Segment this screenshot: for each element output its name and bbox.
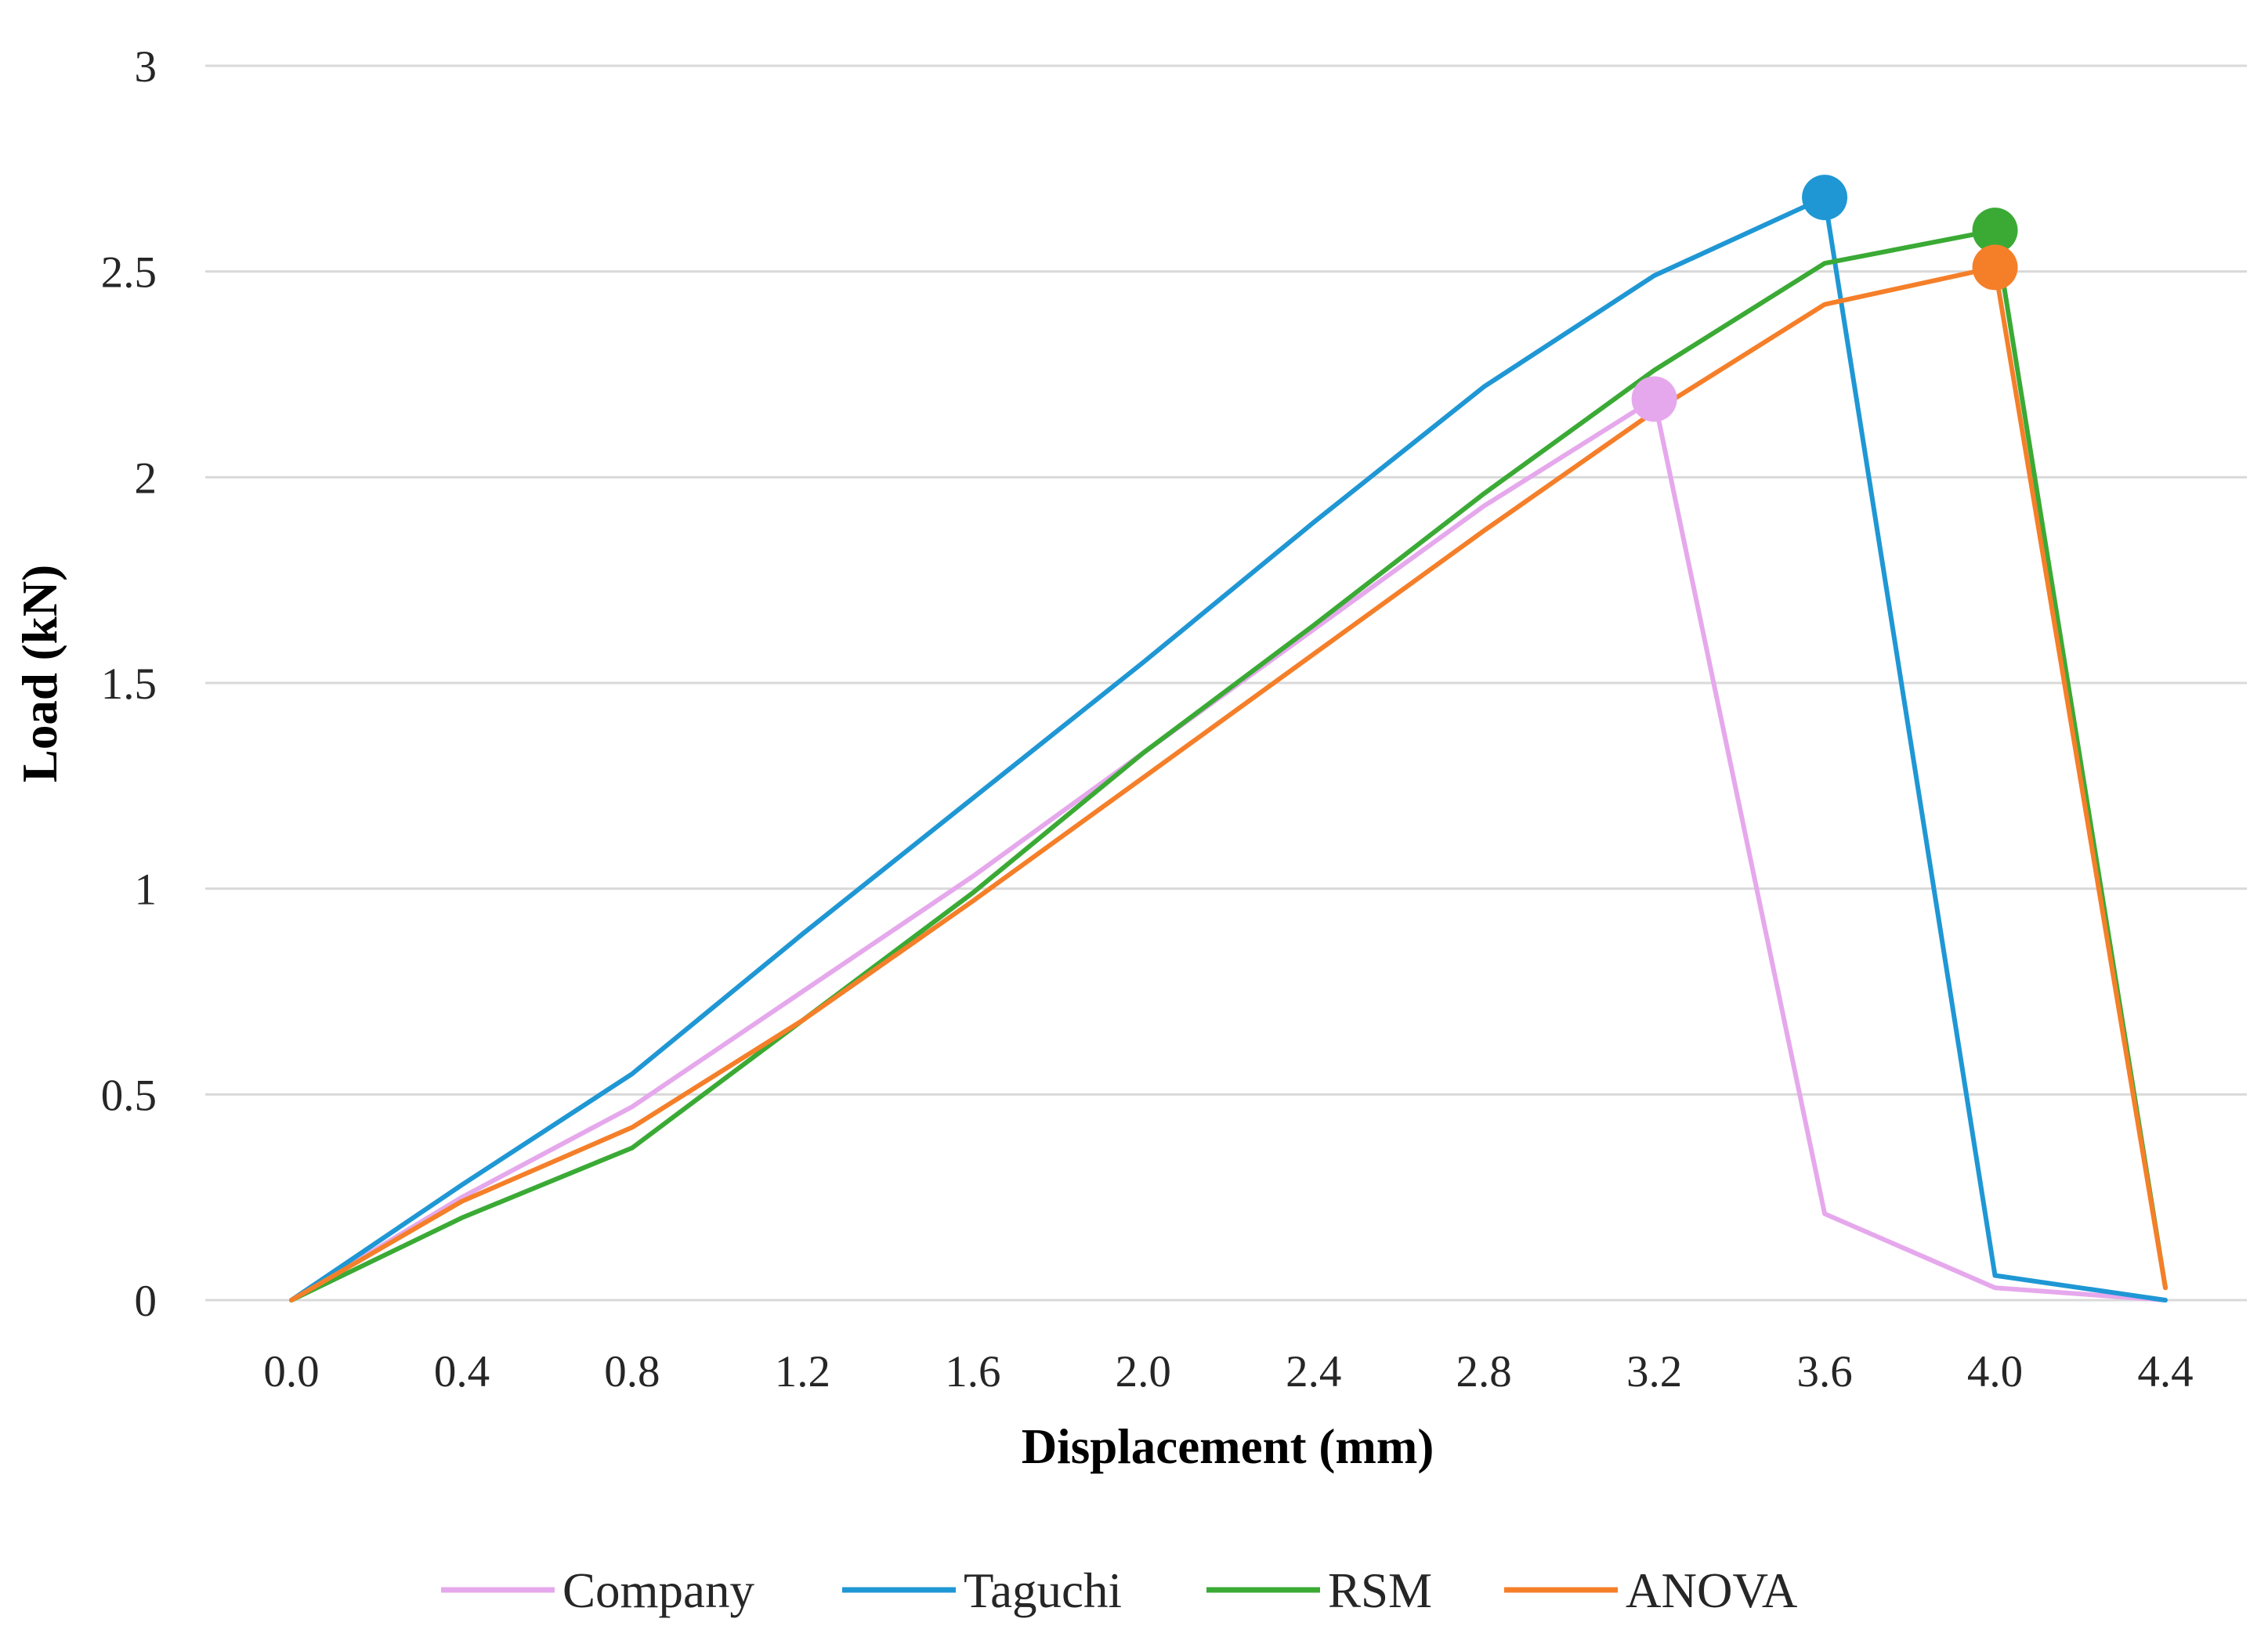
peak-marker-taguchi bbox=[1802, 175, 1848, 221]
series-line-company bbox=[289, 396, 2168, 1302]
peak-markers bbox=[1631, 175, 2018, 422]
series-line-taguchi bbox=[289, 195, 2168, 1302]
series-line-anova bbox=[289, 265, 2168, 1302]
x-axis-title: Displacement (mm) bbox=[1022, 1419, 1434, 1474]
x-tick-label: 1.2 bbox=[775, 1347, 830, 1396]
y-tick-label: 1 bbox=[135, 865, 157, 915]
legend-item-rsm: RSM bbox=[1206, 1563, 1432, 1618]
legend-label: Company bbox=[562, 1563, 754, 1618]
x-tick-label: 4.0 bbox=[1967, 1347, 2023, 1396]
x-axis-tick-labels: 0.0 0.4 0.8 1.2 1.6 2.0 2.4 2.8 3.2 3.6 4.0 4.4 bbox=[263, 1347, 2193, 1396]
legend-item-anova: ANOVA bbox=[1504, 1563, 1798, 1618]
x-tick-label: 3.6 bbox=[1796, 1347, 1852, 1396]
x-tick-label: 0.4 bbox=[434, 1347, 490, 1396]
x-tick-label: 2.0 bbox=[1116, 1347, 1171, 1396]
gridlines bbox=[205, 64, 2247, 1302]
y-tick-label: 0.5 bbox=[101, 1071, 157, 1120]
x-tick-label: 2.4 bbox=[1286, 1347, 1341, 1396]
x-tick-label: 4.4 bbox=[2137, 1347, 2193, 1396]
y-tick-label: 1.5 bbox=[101, 659, 157, 709]
y-tick-label: 2.5 bbox=[101, 248, 157, 298]
x-tick-label: 3.2 bbox=[1626, 1347, 1682, 1396]
y-tick-label: 2 bbox=[135, 453, 157, 503]
x-tick-label: 0.0 bbox=[263, 1347, 319, 1396]
peak-marker-rsm bbox=[1972, 208, 2018, 254]
peak-marker-anova bbox=[1972, 244, 2018, 291]
series-lines bbox=[289, 195, 2168, 1302]
series-line-rsm bbox=[289, 228, 2168, 1302]
legend-label: Taguchi bbox=[964, 1563, 1122, 1618]
legend-item-taguchi: Taguchi bbox=[842, 1563, 1122, 1618]
peak-marker-company bbox=[1631, 376, 1677, 422]
y-tick-label: 3 bbox=[135, 42, 157, 92]
legend: Company Taguchi RSM ANOVA bbox=[441, 1563, 1798, 1618]
legend-item-company: Company bbox=[441, 1563, 754, 1618]
legend-label: ANOVA bbox=[1626, 1563, 1798, 1618]
x-tick-label: 0.8 bbox=[604, 1347, 660, 1396]
y-axis-tick-labels: 0 0.5 1 1.5 2 2.5 3 bbox=[101, 42, 157, 1326]
y-tick-label: 0 bbox=[135, 1277, 157, 1326]
legend-label: RSM bbox=[1328, 1563, 1432, 1618]
x-tick-label: 2.8 bbox=[1456, 1347, 1512, 1396]
y-axis-title: Load (kN) bbox=[13, 565, 67, 782]
x-tick-label: 1.6 bbox=[945, 1347, 1000, 1396]
